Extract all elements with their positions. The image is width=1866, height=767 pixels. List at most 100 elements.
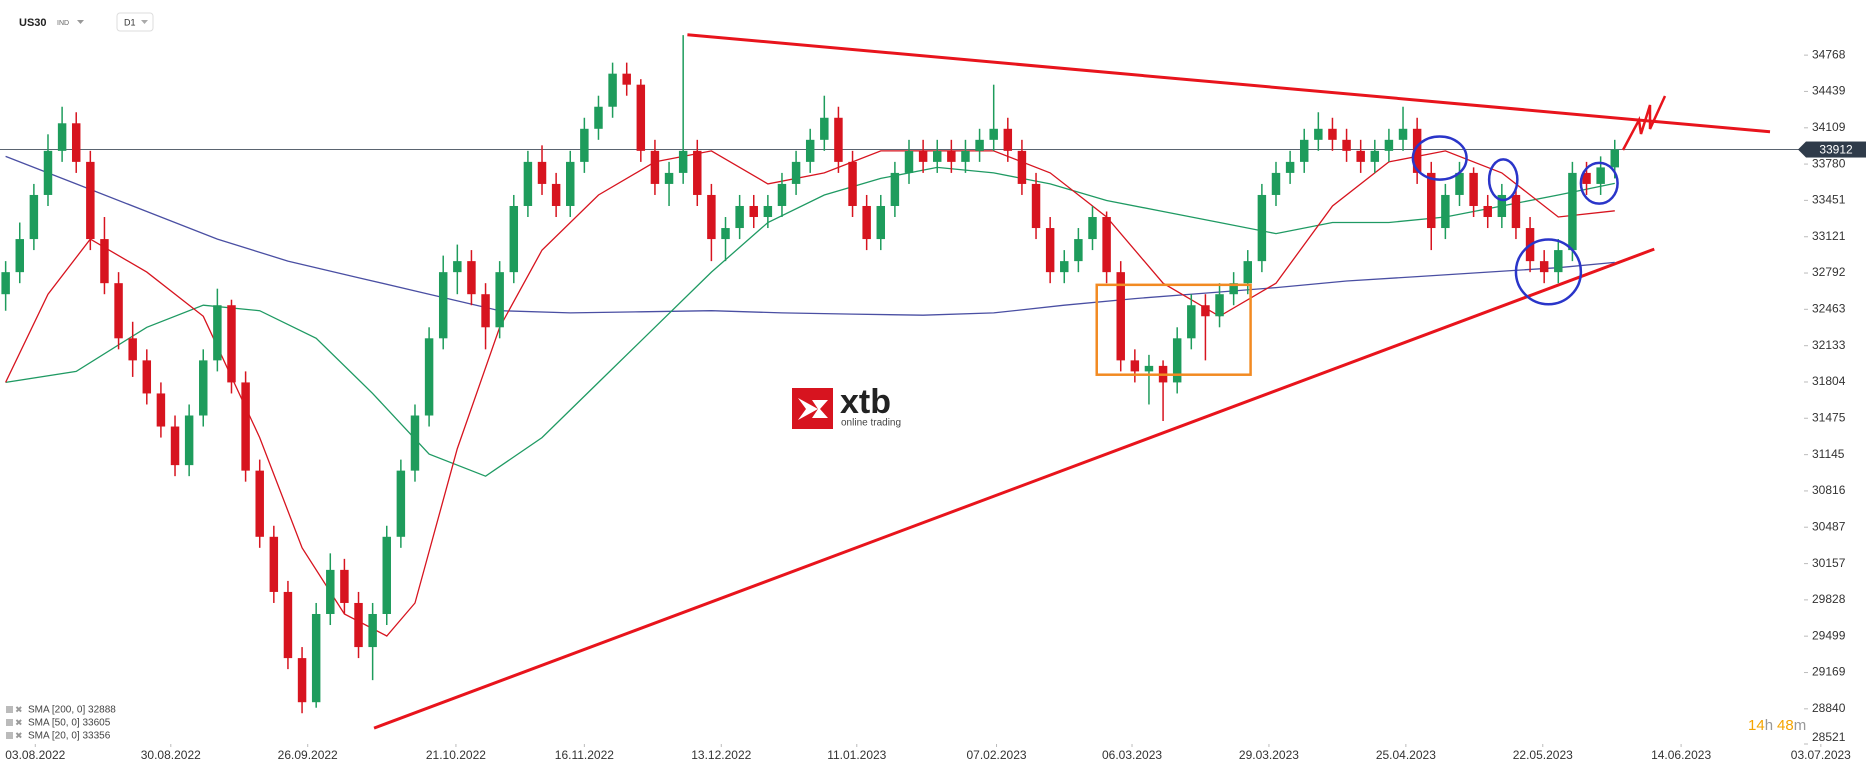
logo-tagline: online trading <box>841 418 901 429</box>
candle-body <box>1045 228 1055 273</box>
y-tick-label: 32463 <box>1812 301 1846 315</box>
candle-body <box>933 150 942 162</box>
candle-body <box>1187 305 1196 339</box>
x-tick-label: 14.06.2023 <box>1651 748 1711 762</box>
sma-line <box>5 166 1615 477</box>
x-tick-label: 29.03.2023 <box>1239 748 1299 762</box>
candle-body <box>170 426 180 466</box>
candle-body <box>297 658 307 703</box>
x-tick-label: 16.11.2022 <box>555 748 614 762</box>
candle-body <box>1172 338 1182 383</box>
candle-body <box>1582 172 1591 184</box>
candle-body <box>763 205 773 218</box>
candle-body <box>537 161 547 184</box>
candle-body <box>227 305 236 383</box>
countdown-minutes: 48 <box>1777 717 1794 734</box>
candle-body <box>1003 128 1013 151</box>
legend-icon <box>6 732 13 739</box>
candle-body <box>86 161 95 240</box>
candle-body <box>184 415 194 466</box>
y-tick-label: 34768 <box>1812 47 1846 61</box>
symbol-dropdown[interactable] <box>77 20 84 24</box>
candle-body <box>650 150 660 184</box>
candle-body <box>1539 261 1549 273</box>
candle-body <box>481 294 490 328</box>
legend-close: ✖ <box>15 730 23 740</box>
candle-body <box>975 139 984 151</box>
legend-label: SMA [200, 0] 32888 <box>28 705 116 716</box>
legend-close: ✖ <box>15 704 23 714</box>
candle-body <box>424 338 434 416</box>
candle-body <box>862 205 871 240</box>
candle-body <box>213 305 222 361</box>
candle-body <box>1299 139 1309 162</box>
legend-icon <box>6 719 13 726</box>
candle-body <box>283 591 293 659</box>
x-tick-label: 22.05.2023 <box>1513 748 1573 762</box>
candle-body <box>255 470 264 537</box>
logo-mark <box>798 398 828 420</box>
y-tick-label: 31145 <box>1812 447 1845 461</box>
market: IND <box>57 20 69 27</box>
candle-body <box>735 205 744 229</box>
candle-body <box>1412 128 1422 173</box>
candle-body <box>1497 194 1507 218</box>
candle-body <box>1610 149 1619 168</box>
candle-body <box>71 123 81 162</box>
candle-body <box>1483 205 1492 218</box>
candle-body <box>1215 294 1224 317</box>
y-tick-label: 29828 <box>1812 592 1846 606</box>
candle-body <box>1116 272 1125 361</box>
candle-body <box>848 161 857 206</box>
candle-body <box>340 569 349 603</box>
candle-body <box>918 150 928 162</box>
candle-body <box>904 150 914 173</box>
candle-body <box>311 613 321 703</box>
y-tick-label: 34109 <box>1812 120 1846 134</box>
candle-body <box>396 470 406 537</box>
last-price-tag <box>1806 141 1866 158</box>
countdown-h: h <box>1765 717 1773 734</box>
candle-body <box>114 283 123 339</box>
candle-body <box>1554 250 1563 273</box>
candle-body <box>876 205 886 240</box>
candle-body <box>1060 261 1069 273</box>
candle-body <box>453 261 462 273</box>
candle-body <box>142 360 152 394</box>
legend-icon <box>6 706 13 713</box>
y-tick-label: 30157 <box>1812 556 1846 570</box>
candle-body <box>805 139 815 162</box>
y-tick-label: 33121 <box>1812 229 1846 243</box>
interval-button[interactable] <box>116 12 154 32</box>
candle-body <box>438 272 448 339</box>
candle-body <box>636 84 646 151</box>
candle-body <box>128 338 137 361</box>
candle-body <box>57 123 67 151</box>
candle-body <box>1356 150 1365 162</box>
x-tick-label: 26.09.2022 <box>278 748 338 762</box>
x-tick-label: 13.12.2022 <box>691 748 751 762</box>
candle-body <box>368 613 377 648</box>
candle-body <box>1285 161 1295 173</box>
candle-body <box>269 536 279 592</box>
interval-dropdown[interactable] <box>141 20 148 24</box>
candle-body <box>1342 139 1351 151</box>
logo: xtb online trading <box>792 383 901 429</box>
candle-body <box>1370 150 1380 162</box>
y-tick-label: 32792 <box>1812 265 1846 279</box>
highlight-ellipse <box>1514 238 1583 306</box>
interval[interactable]: D1 <box>124 17 136 27</box>
symbol[interactable]: US30 <box>19 17 47 29</box>
x-tick-label: 03.08.2022 <box>5 748 65 762</box>
x-tick-label: 11.01.2023 <box>827 748 886 762</box>
candle-body <box>791 161 801 184</box>
y-tick-label: 30816 <box>1812 483 1846 497</box>
candle-body <box>467 261 476 295</box>
candle-body <box>1384 139 1394 151</box>
candle-body <box>834 117 843 162</box>
candle-body <box>777 183 787 206</box>
sma-layer <box>5 150 1615 637</box>
candle-body <box>594 106 603 129</box>
candle-body <box>1130 360 1140 372</box>
